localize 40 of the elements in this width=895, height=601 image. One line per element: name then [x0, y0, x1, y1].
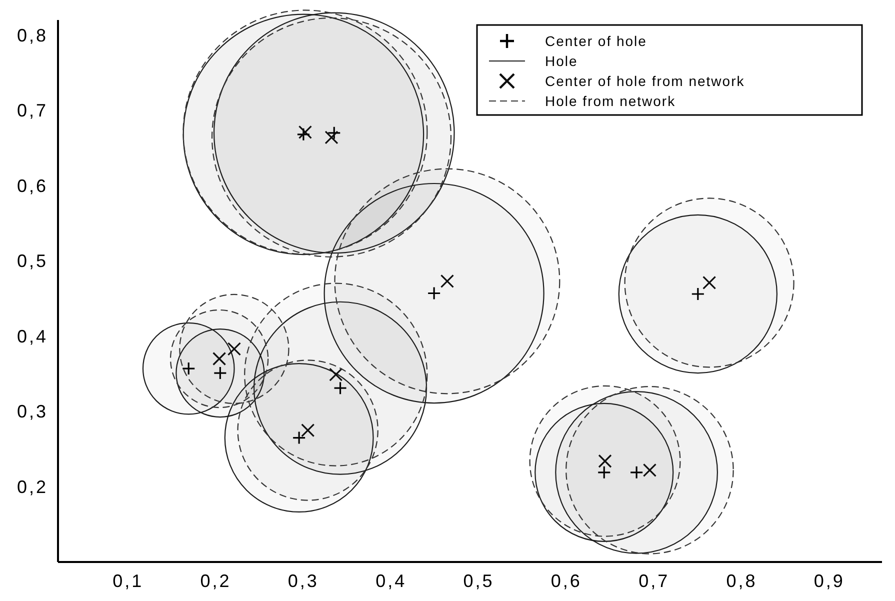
x-tick-label: 0,5	[463, 571, 494, 591]
legend-label: Hole	[545, 52, 578, 69]
point	[296, 128, 310, 142]
legend-label: Center of hole	[545, 32, 647, 49]
y-tick-label: 0,3	[16, 402, 48, 422]
legend-label: Hole from network	[545, 92, 676, 109]
x-tick-label: 0,7	[638, 571, 670, 591]
y-tick-label: 0,5	[16, 251, 48, 272]
x-tick-label: 0,8	[726, 571, 758, 591]
point	[333, 381, 348, 395]
point	[642, 463, 656, 477]
y-tick-label: 0,6	[16, 176, 48, 196]
y-tick-label: 0,4	[16, 326, 48, 346]
point	[440, 274, 454, 288]
legend-label: Center of hole from network	[545, 72, 745, 89]
x-tick-label: 0,4	[376, 571, 407, 591]
point	[182, 362, 196, 376]
point	[702, 276, 716, 290]
y-tick-label: 0,2	[16, 477, 48, 498]
y-tick-label: 0,8	[16, 25, 48, 46]
point	[691, 287, 705, 301]
point	[292, 430, 306, 445]
point	[427, 286, 441, 300]
x-tick-label: 0,1	[112, 571, 144, 591]
x-tick-label: 0,3	[288, 571, 319, 591]
point	[630, 466, 644, 480]
x-tick-label: 0,2	[200, 571, 232, 591]
point	[301, 423, 315, 438]
point	[324, 130, 338, 144]
point	[212, 352, 226, 366]
point	[597, 466, 611, 480]
point	[227, 342, 241, 356]
point	[327, 126, 341, 140]
point	[598, 454, 612, 468]
point	[298, 125, 312, 139]
x-tick-label: 0,9	[814, 571, 845, 591]
x-tick-label: 0,6	[550, 571, 582, 591]
point	[329, 368, 343, 382]
point	[213, 366, 227, 380]
y-tick-label: 0,7	[16, 100, 48, 121]
